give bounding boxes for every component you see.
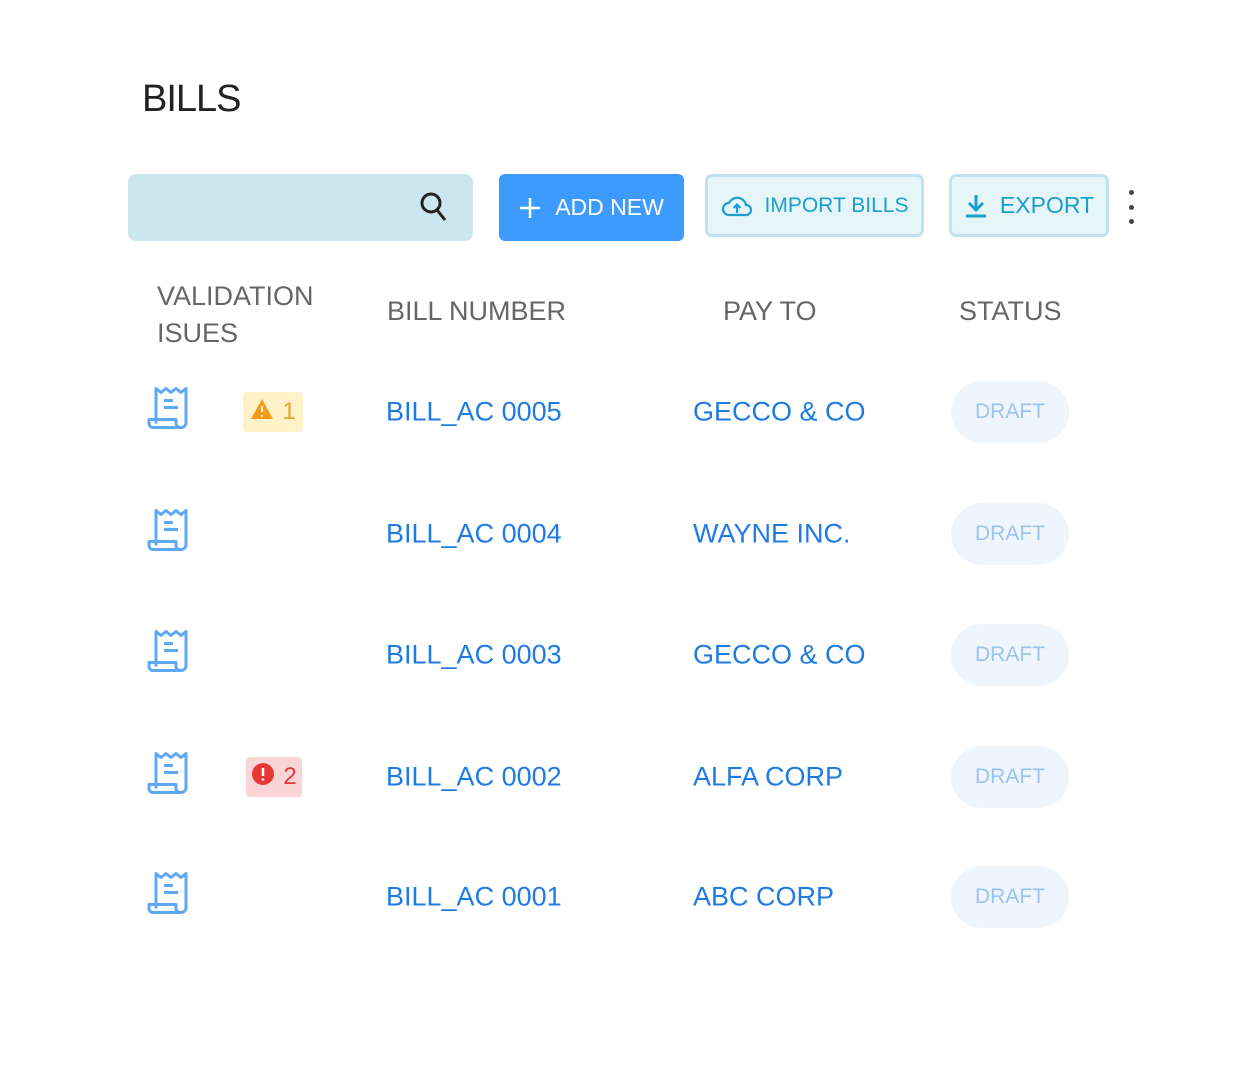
status-badge: DRAFT	[951, 866, 1069, 928]
more-options-icon[interactable]	[1122, 190, 1140, 224]
status-badge: DRAFT	[951, 503, 1069, 565]
header-status[interactable]: STATUS	[959, 296, 1062, 326]
header-pay-to[interactable]: PAY TO	[723, 296, 817, 326]
search-icon[interactable]	[418, 190, 450, 224]
plus-icon	[520, 197, 541, 218]
add-new-label: ADD NEW	[555, 194, 664, 220]
add-new-button[interactable]: ADD NEW	[499, 174, 684, 241]
error-icon	[251, 762, 275, 793]
header-bill-number[interactable]: BILL NUMBER	[387, 296, 567, 326]
bill-number-link[interactable]: BILL_AC 0002	[386, 761, 562, 792]
receipt-icon	[147, 508, 195, 561]
status-badge: DRAFT	[951, 746, 1069, 808]
download-icon	[965, 194, 986, 217]
warning-icon	[250, 398, 274, 427]
status-badge: DRAFT	[951, 624, 1069, 686]
error-issues-badge[interactable]: 2	[246, 757, 302, 797]
bill-number-link[interactable]: BILL_AC 0005	[386, 396, 562, 427]
receipt-icon	[147, 871, 195, 924]
pay-to-link[interactable]: ALFA CORP	[693, 761, 844, 792]
pay-to-link[interactable]: ABC CORP	[693, 881, 835, 912]
bill-number-link[interactable]: BILL_AC 0003	[386, 639, 562, 670]
header-validation-issues: VALIDATION ISUES	[157, 281, 314, 348]
issue-count: 1	[282, 398, 296, 425]
bill-number-link[interactable]: BILL_AC 0004	[386, 518, 562, 549]
export-label: EXPORT	[999, 192, 1095, 218]
pay-to-link[interactable]: GECCO & CO	[693, 639, 866, 670]
search-input[interactable]	[142, 192, 416, 224]
warning-issues-badge[interactable]: 1	[243, 392, 303, 432]
cloud-upload-icon	[721, 196, 752, 216]
status-badge: DRAFT	[951, 381, 1069, 443]
issue-count: 2	[283, 763, 297, 790]
receipt-icon	[147, 629, 195, 682]
receipt-icon	[147, 386, 195, 439]
search-box[interactable]	[128, 174, 473, 241]
import-bills-button[interactable]: IMPORT BILLS	[705, 174, 924, 237]
pay-to-link[interactable]: WAYNE INC.	[693, 518, 851, 549]
receipt-icon	[147, 751, 195, 804]
bill-number-link[interactable]: BILL_AC 0001	[386, 881, 562, 912]
page-title: BILLS	[142, 78, 242, 120]
pay-to-link[interactable]: GECCO & CO	[693, 396, 866, 427]
export-button[interactable]: EXPORT	[949, 174, 1109, 237]
import-bills-label: IMPORT BILLS	[764, 193, 909, 217]
